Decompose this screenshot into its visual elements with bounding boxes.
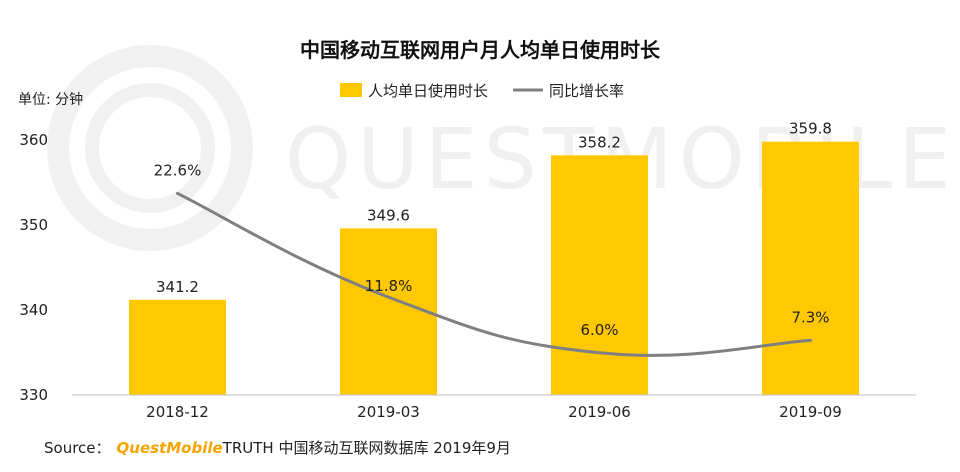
y-tick-label: 350	[19, 216, 48, 234]
bar-value-label: 349.6	[367, 206, 410, 224]
chart-title: 中国移动互联网用户月人均单日使用时长	[300, 38, 661, 62]
bar-value-label: 358.2	[578, 133, 621, 151]
y-tick-label: 330	[19, 386, 48, 404]
bar-2019-09	[762, 141, 859, 395]
bar-2019-03	[340, 228, 437, 395]
x-tick-label: 2019-06	[568, 403, 631, 421]
y-axis-ticks: 330 340 350 360	[19, 131, 48, 404]
bar-labels: 341.2 349.6 358.2 359.8 22.6% 11.8% 6.0% 7.3%	[154, 120, 832, 339]
y-tick-label: 340	[19, 301, 48, 319]
legend-bar-label: 人均单日使用时长	[368, 82, 488, 100]
growth-value-label: 22.6%	[154, 161, 202, 179]
legend: 人均单日使用时长 同比增长率	[340, 82, 624, 100]
x-tick-label: 2019-09	[779, 403, 842, 421]
x-axis-ticks: 2018-12 2019-03 2019-06 2019-09	[146, 403, 842, 421]
bar-value-label: 359.8	[789, 120, 832, 138]
x-tick-label: 2018-12	[146, 403, 209, 421]
y-tick-label: 360	[19, 131, 48, 149]
growth-line	[176, 191, 812, 357]
legend-bar-swatch	[340, 83, 362, 97]
source-note: Source： QuestMobileTRUTH 中国移动互联网数据库 2019年…	[44, 437, 511, 458]
source-brand: QuestMobile	[116, 439, 223, 457]
growth-value-label: 6.0%	[580, 321, 618, 339]
growth-value-label: 11.8%	[365, 277, 413, 295]
x-tick-label: 2019-03	[357, 403, 420, 421]
bar-2018-12	[129, 299, 226, 395]
bar-2019-06	[551, 155, 648, 395]
bars	[129, 141, 859, 395]
y-axis-unit: 单位: 分钟	[18, 91, 83, 108]
legend-line-label: 同比增长率	[549, 82, 624, 100]
growth-series	[176, 191, 812, 357]
source-prefix: Source：	[44, 439, 111, 457]
bar-value-label: 341.2	[156, 278, 199, 296]
source-text: TRUTH 中国移动互联网数据库 2019年9月	[222, 439, 511, 457]
growth-value-label: 7.3%	[791, 308, 829, 326]
